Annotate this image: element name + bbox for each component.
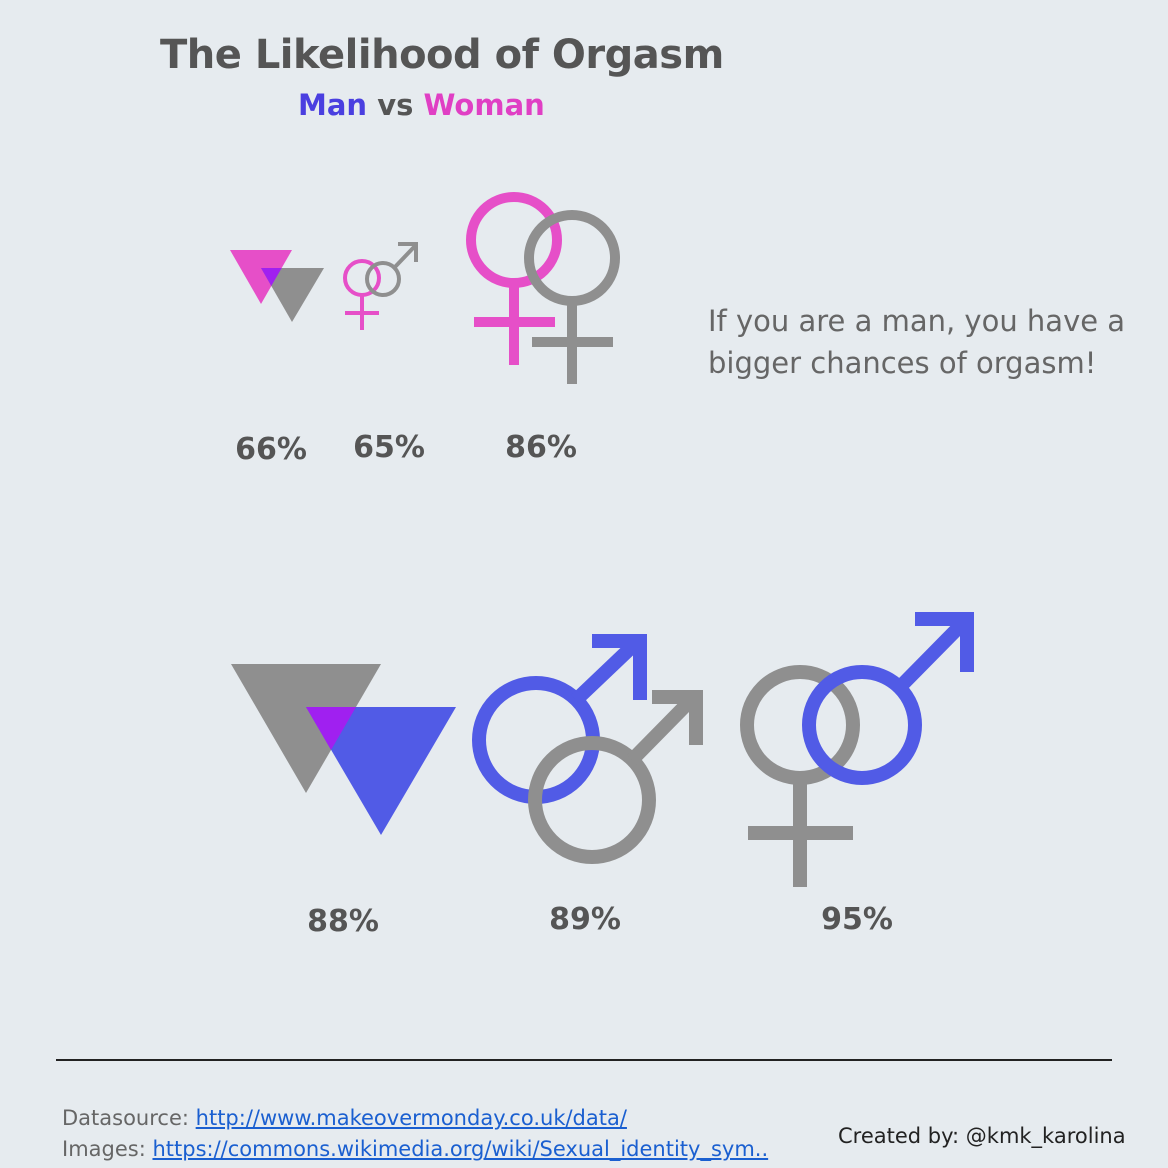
value-label: 89% <box>549 902 621 937</box>
chart-subtitle: Man vs Woman <box>298 88 545 122</box>
triangle-other <box>231 664 381 793</box>
male-symbol <box>802 612 974 785</box>
datasource-label: Datasource: <box>62 1106 189 1130</box>
chart-title: The Likelihood of Orgasm <box>160 32 724 78</box>
value-label: 66% <box>235 432 307 467</box>
annotation-note: If you are a man, you have a bigger chan… <box>708 304 1126 380</box>
triangles-icon-man <box>231 664 456 835</box>
female-symbol <box>524 210 620 384</box>
triangle-other <box>261 268 324 322</box>
female-male-icon-small <box>343 242 418 330</box>
subtitle-woman: Woman <box>423 88 545 122</box>
male-symbol <box>528 690 703 864</box>
subtitle-vs: vs <box>377 88 414 122</box>
female-symbol <box>740 665 860 887</box>
images-line: Images: https://commons.wikimedia.org/wi… <box>62 1137 768 1161</box>
images-label: Images: <box>62 1137 146 1161</box>
male-symbol <box>472 634 647 804</box>
value-label: 65% <box>353 430 425 465</box>
subtitle-man: Man <box>298 88 368 122</box>
datasource-line: Datasource: http://www.makeovermonday.co… <box>62 1106 627 1130</box>
credit-handle: @kmk_karolina <box>965 1124 1126 1148</box>
images-link[interactable]: https://commons.wikimedia.org/wiki/Sexua… <box>152 1137 769 1161</box>
datasource-link[interactable]: http://www.makeovermonday.co.uk/data/ <box>195 1106 627 1130</box>
value-label: 95% <box>821 902 893 937</box>
value-label: 88% <box>307 904 379 939</box>
female-female-icon <box>466 192 620 384</box>
male-symbol <box>365 242 418 297</box>
triangle-overlap <box>306 707 356 750</box>
triangle-man <box>306 707 456 835</box>
triangle-woman <box>230 250 292 304</box>
credit-label: Created by: <box>838 1124 960 1148</box>
female-symbol <box>466 192 562 365</box>
triangle-overlap <box>261 268 282 286</box>
credit: Created by: @kmk_karolina <box>838 1124 1126 1148</box>
divider <box>56 1059 1112 1061</box>
female-symbol <box>343 259 381 330</box>
female-male-icon-large <box>740 612 974 887</box>
male-male-icon <box>472 634 703 864</box>
triangles-icon-woman <box>230 250 324 322</box>
value-label: 86% <box>505 430 577 465</box>
